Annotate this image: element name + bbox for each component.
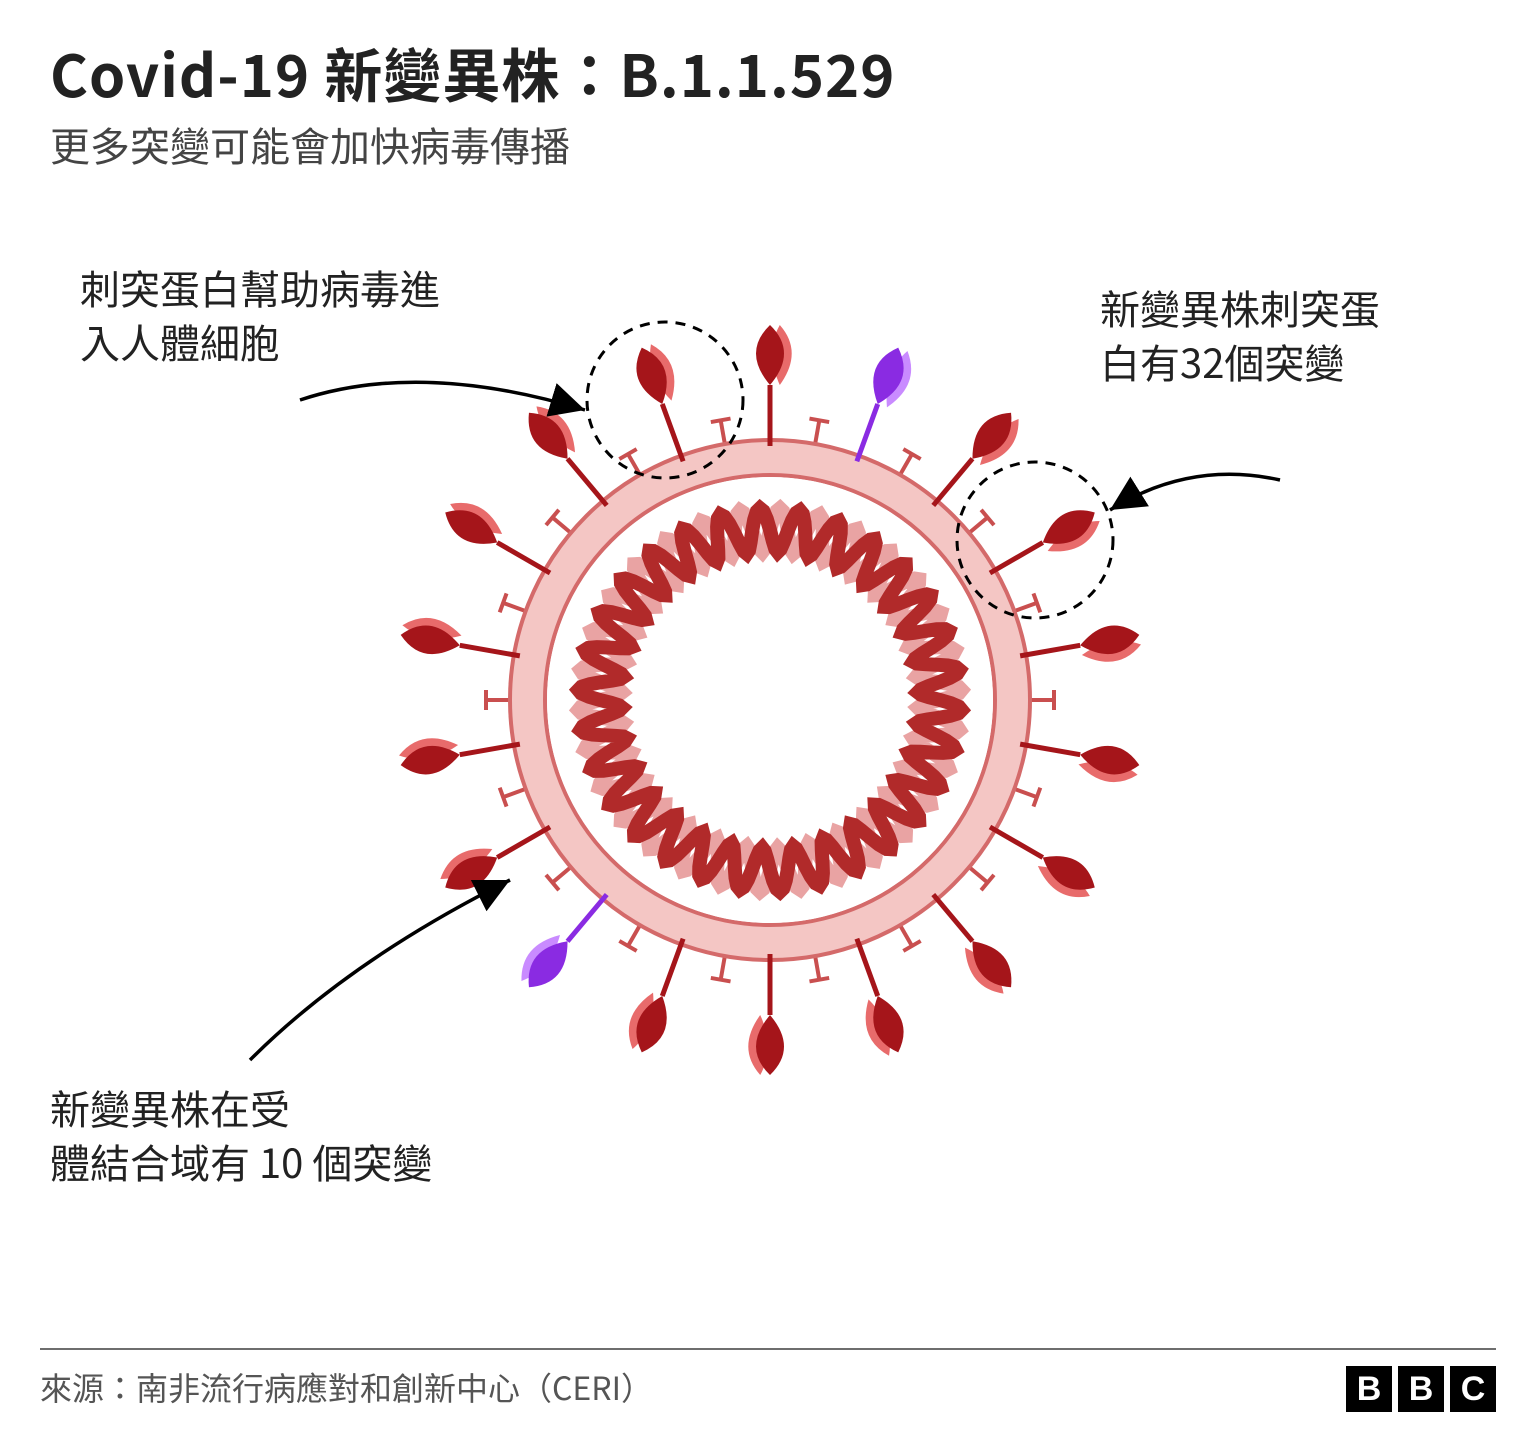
annotation-line: 新變異株在受: [50, 1078, 290, 1136]
bbc-block: B: [1398, 1366, 1444, 1412]
bbc-logo: B B C: [1346, 1366, 1496, 1412]
annotation-line: 新變異株刺突蛋: [1100, 278, 1380, 336]
bbc-block: C: [1450, 1366, 1496, 1412]
annotation-line: 入人體細胞: [80, 312, 280, 370]
annotation-rbd-mutations: 新變異株在受 體結合域有 10 個突變: [50, 1080, 470, 1188]
annotation-spike-mutations: 新變異株刺突蛋 白有32個突變: [1100, 280, 1480, 388]
bbc-block: B: [1346, 1366, 1392, 1412]
annotation-line: 體結合域有 10 個突變: [50, 1132, 432, 1190]
virus-diagram: [0, 0, 1536, 1440]
annotation-line: 白有32個突變: [1100, 332, 1344, 390]
annotation-spike-function: 刺突蛋白幫助病毒進 入人體細胞: [80, 260, 500, 368]
footer-divider: [40, 1348, 1496, 1350]
source-text: 來源：南非流行病應對和創新中心（CERI）: [40, 1364, 653, 1410]
annotation-line: 刺突蛋白幫助病毒進: [80, 258, 440, 316]
